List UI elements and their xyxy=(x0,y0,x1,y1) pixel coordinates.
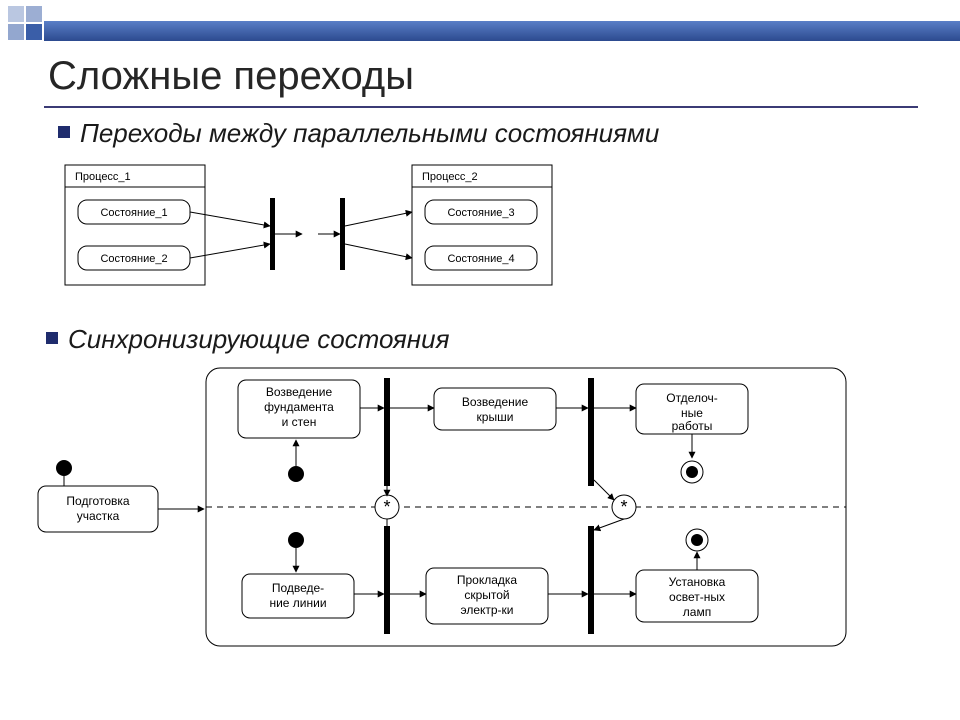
node-finish-l2: ные xyxy=(681,406,703,420)
bar-lower-1 xyxy=(384,526,390,634)
diagram-parallel-transitions: Процесс_1 Состояние_1 Состояние_2 Процес… xyxy=(60,160,580,310)
initial-upper xyxy=(288,466,304,482)
process-1-title: Процесс_1 xyxy=(75,171,131,183)
final-upper-inner xyxy=(686,466,698,478)
bullet-2-text: Синхронизирующие состояния xyxy=(68,324,449,355)
node-roof-l2: крыши xyxy=(477,410,514,424)
process-1: Процесс_1 Состояние_1 Состояние_2 xyxy=(65,165,205,285)
state-2-label: Состояние_2 xyxy=(100,253,167,265)
initial-lower xyxy=(288,532,304,548)
slide-title: Сложные переходы xyxy=(48,54,414,99)
state-3-label: Состояние_3 xyxy=(447,207,514,219)
diagram-sync-states: Подготовка участка Возведение фундамента… xyxy=(26,362,936,672)
node-prep-l2: участка xyxy=(77,509,120,523)
bar-upper-2 xyxy=(588,378,594,486)
bullet-1-text: Переходы между параллельными состояниями xyxy=(80,118,659,149)
join-bar xyxy=(270,198,275,270)
process-2-title: Процесс_2 xyxy=(422,171,478,183)
title-underline xyxy=(44,106,918,108)
node-wiring-l1: Прокладка xyxy=(457,573,518,587)
bullet-2: Синхронизирующие состояния xyxy=(46,324,449,355)
bullet-1: Переходы между параллельными состояниями xyxy=(58,118,659,149)
edge-fork-s3 xyxy=(345,212,412,226)
sync-left-label: * xyxy=(383,497,390,517)
bullet-square-icon xyxy=(46,332,58,344)
initial-outer xyxy=(56,460,72,476)
node-lamps-l1: Установка xyxy=(669,575,726,589)
node-found-l1: Возведение xyxy=(266,385,333,399)
state-1-label: Состояние_1 xyxy=(100,207,167,219)
node-finish-l1: Отделоч- xyxy=(666,391,718,405)
bar-lower-2 xyxy=(588,526,594,634)
state-4-label: Состояние_4 xyxy=(447,253,514,265)
node-found-l3: и стен xyxy=(282,415,317,429)
corner-decoration xyxy=(8,6,42,40)
node-finish-l3: работы xyxy=(672,419,713,433)
process-2: Процесс_2 Состояние_3 Состояние_4 xyxy=(412,165,552,285)
final-lower-inner xyxy=(691,534,703,546)
node-lamps-l3: ламп xyxy=(683,605,711,619)
fork-bar xyxy=(340,198,345,270)
node-wiring-l3: электр-ки xyxy=(460,603,513,617)
node-line-l2: ние линии xyxy=(269,596,326,610)
node-roof-l1: Возведение xyxy=(462,395,529,409)
sync-right-label: * xyxy=(620,497,627,517)
bar-upper-1 xyxy=(384,378,390,486)
bullet-square-icon xyxy=(58,126,70,138)
node-wiring-l2: скрытой xyxy=(464,588,509,602)
top-band xyxy=(44,21,960,41)
node-prep-l1: Подготовка xyxy=(66,494,129,508)
edge-fork-s4 xyxy=(345,244,412,258)
node-found-l2: фундамента xyxy=(264,400,334,414)
node-lamps-l2: освет-ных xyxy=(669,590,725,604)
node-line-l1: Подведе- xyxy=(272,581,324,595)
